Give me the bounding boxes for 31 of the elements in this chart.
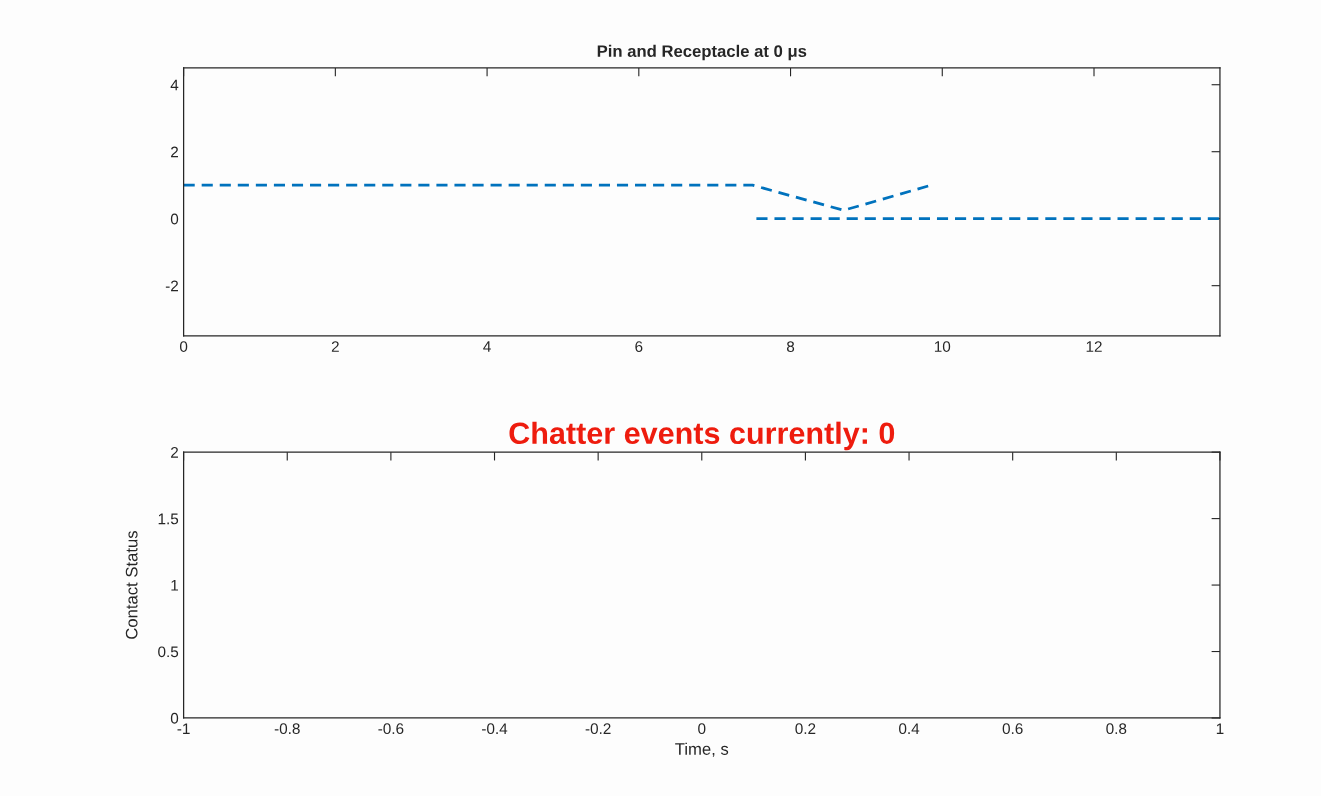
x-tick-label: -1 [177, 723, 190, 734]
x-tick-label: -0.4 [482, 723, 508, 735]
x-tick-label: -0.8 [274, 723, 300, 735]
y-tick-label: 1 [171, 580, 179, 591]
x-tick-label: 1 [1216, 723, 1224, 734]
x-tick-label: 10 [934, 341, 951, 352]
y-tick-label: 2 [171, 146, 178, 158]
y-tick-label: 2 [171, 447, 178, 458]
x-tick-label: -0.6 [378, 723, 404, 735]
x-tick-label: 0.6 [1002, 723, 1023, 735]
x-tick-label: 0.2 [795, 723, 816, 735]
x-tick-label: 0.8 [1106, 723, 1127, 735]
x-tick-label: 8 [786, 341, 795, 352]
x-tick-label: 0 [179, 341, 188, 352]
x-tick-label: -0.2 [585, 723, 611, 735]
chart-title: Chatter events currently: 0 [509, 421, 895, 451]
x-tick-label: 0.4 [899, 723, 920, 735]
x-tick-label: 6 [635, 341, 643, 352]
y-tick-label: 1.5 [158, 513, 179, 525]
y-tick-label: 0 [170, 712, 179, 724]
x-axis-title: Time, s [675, 742, 729, 757]
y-tick-label: 0.5 [158, 646, 179, 658]
x-tick-label: 2 [331, 341, 339, 352]
y-axis-title: Contact Status [125, 531, 138, 639]
x-tick-label: 4 [483, 341, 491, 352]
x-tick-label: 12 [1086, 341, 1102, 352]
chart-title: Pin and Receptacle at 0 μs [597, 44, 807, 61]
y-tick-label: -2 [165, 280, 178, 292]
y-tick-label: 4 [170, 79, 179, 91]
x-tick-label: 0 [698, 723, 706, 735]
y-tick-label: 0 [170, 213, 179, 225]
